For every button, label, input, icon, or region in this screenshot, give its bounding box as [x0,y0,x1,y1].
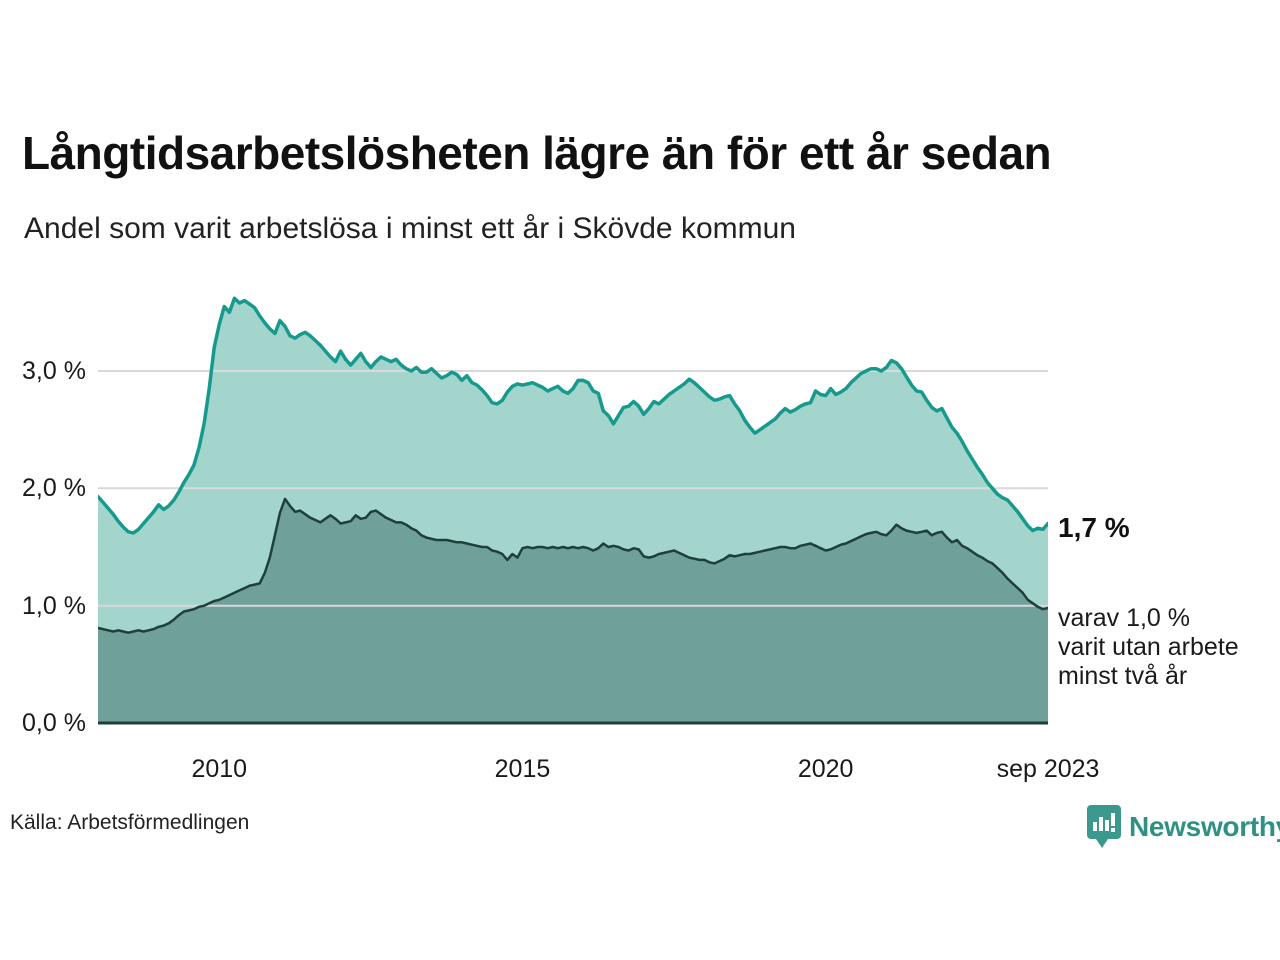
subset-annotation-line-2: varit utan arbete [1058,633,1239,661]
line-one-year [96,296,1050,535]
x-tick-label-2015: 2015 [494,755,551,783]
y-tick-label-3: 3,0 % [22,357,86,385]
plot-area [96,280,1050,725]
plot-svg [96,296,1050,725]
line-two-years [96,497,1050,634]
page-title: Långtidsarbetslösheten lägre än för ett … [22,127,1052,179]
newsworthy-logo: Newsworthy [1086,802,1280,852]
x-tick-label-2020: 2020 [797,755,854,783]
newsworthy-logo-text: Newsworthy [1129,811,1280,842]
subset-annotation-line-3: minst två år [1058,662,1188,690]
y-tick-label-0: 0,0 % [22,709,86,737]
source-credit: Källa: Arbetsförmedlingen [10,811,250,834]
subset-annotation-line-1: varav 1,0 % [1058,604,1191,632]
x-tick-label-sep-2023: sep 2023 [996,755,1100,783]
newsworthy-logo-icon [1087,805,1121,848]
latest-value-label: 1,7 % [1058,512,1130,543]
page-subtitle: Andel som varit arbetslösa i minst ett å… [24,212,796,245]
subset-annotation: varav 1,0 % varit utan arbete minst två … [1058,604,1273,691]
x-tick-label-2010: 2010 [191,755,248,783]
area-two-years [98,498,1048,723]
y-tick-label-1: 1,0 % [22,591,86,620]
y-tick-label-2: 2,0 % [22,474,86,503]
